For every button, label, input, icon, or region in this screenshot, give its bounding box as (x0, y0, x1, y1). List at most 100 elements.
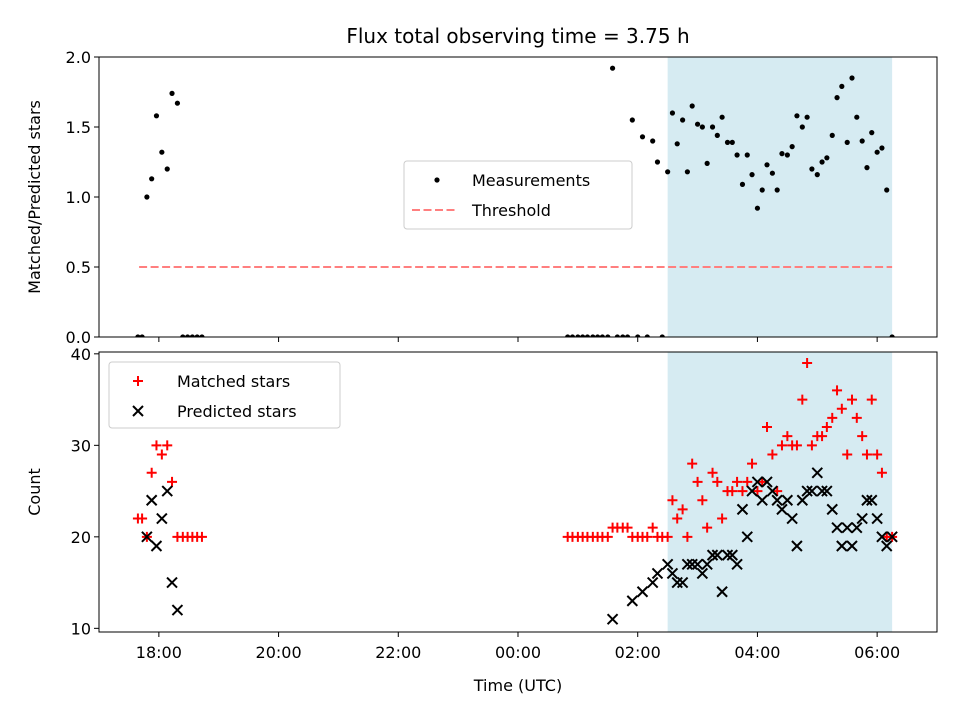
data-point (776, 440, 787, 451)
data-point (680, 117, 686, 123)
data-point (662, 531, 673, 542)
data-point (150, 540, 163, 552)
data-point (199, 334, 205, 337)
y-tick-label: 40 (71, 345, 91, 364)
data-point (776, 503, 788, 516)
data-point (701, 558, 713, 570)
data-point (626, 595, 639, 607)
data-point (816, 485, 828, 497)
data-point (149, 176, 155, 182)
data-point (647, 522, 658, 533)
series-matched-stars (132, 357, 898, 542)
data-point (814, 172, 820, 178)
data-point (602, 531, 613, 542)
data-point (711, 549, 724, 561)
data-point (872, 449, 883, 460)
legend-label: Matched stars (177, 372, 290, 391)
data-point (180, 334, 186, 337)
data-point (139, 334, 145, 337)
data-point (689, 103, 695, 109)
data-point (676, 576, 689, 589)
data-point (871, 512, 883, 525)
x-tick-label: 22:00 (375, 643, 421, 662)
data-point (622, 522, 633, 533)
data-point (146, 467, 157, 478)
data-point (811, 467, 823, 479)
data-point (159, 149, 165, 155)
data-point (752, 486, 763, 497)
series-predicted-stars (141, 467, 898, 625)
data-point (727, 486, 738, 497)
plot-area (135, 57, 895, 337)
x-tick-label: 02:00 (615, 643, 661, 662)
y-axis-label: Matched/Predicted stars (25, 100, 44, 294)
data-point (857, 431, 868, 442)
data-point (801, 485, 813, 497)
data-point (665, 169, 671, 175)
data-point (782, 431, 793, 442)
data-point (575, 334, 581, 337)
data-point (629, 117, 635, 123)
y-tick-label: 20 (71, 528, 91, 547)
data-point (854, 114, 860, 120)
data-point (766, 485, 779, 497)
data-point (757, 476, 768, 487)
data-point (761, 476, 773, 488)
data-point (841, 521, 853, 534)
data-point (764, 162, 770, 168)
data-point (161, 485, 173, 497)
data-point (839, 83, 845, 89)
data-point (842, 449, 853, 460)
data-point (697, 495, 708, 506)
data-point (153, 113, 160, 119)
data-point (806, 440, 817, 451)
data-point (156, 512, 168, 525)
data-point (644, 334, 650, 337)
data-point (741, 531, 753, 543)
data-point (714, 132, 720, 138)
data-point (742, 476, 753, 487)
data-point (682, 531, 693, 542)
data-point (794, 113, 800, 119)
data-point (696, 567, 709, 580)
data-point (827, 412, 838, 423)
data-point (754, 205, 761, 211)
data-point (717, 513, 728, 524)
series-measurements (135, 65, 895, 337)
data-point (749, 172, 755, 178)
data-point (829, 132, 835, 138)
data-point (661, 558, 674, 570)
data-point (167, 476, 178, 487)
data-point (881, 540, 893, 552)
data-point (731, 558, 743, 570)
observing-window-span (667, 57, 893, 337)
data-point (646, 576, 659, 589)
data-point (580, 334, 586, 337)
data-point (791, 440, 802, 451)
data-point (806, 485, 818, 497)
legend: Matched stars Predicted stars (108, 361, 341, 429)
data-point (879, 145, 885, 151)
data-point (736, 503, 749, 516)
legend-label: Threshold (471, 201, 551, 220)
data-point (609, 65, 616, 71)
y-tick-label: 2.0 (66, 48, 91, 67)
data-point (667, 495, 678, 506)
data-point (687, 458, 698, 469)
data-point (796, 494, 809, 506)
data-point (739, 181, 746, 187)
data-point (876, 467, 887, 478)
data-point (836, 540, 848, 552)
plot-area (132, 352, 898, 632)
data-point (804, 114, 810, 120)
data-point (699, 124, 705, 130)
data-point (659, 334, 665, 337)
data-point (729, 139, 735, 145)
y-axis-label: Count (25, 468, 44, 516)
data-point (716, 586, 728, 598)
data-point (590, 334, 596, 337)
data-point (724, 139, 731, 145)
data-point (786, 512, 798, 525)
data-point (189, 334, 195, 337)
data-point (747, 458, 758, 469)
